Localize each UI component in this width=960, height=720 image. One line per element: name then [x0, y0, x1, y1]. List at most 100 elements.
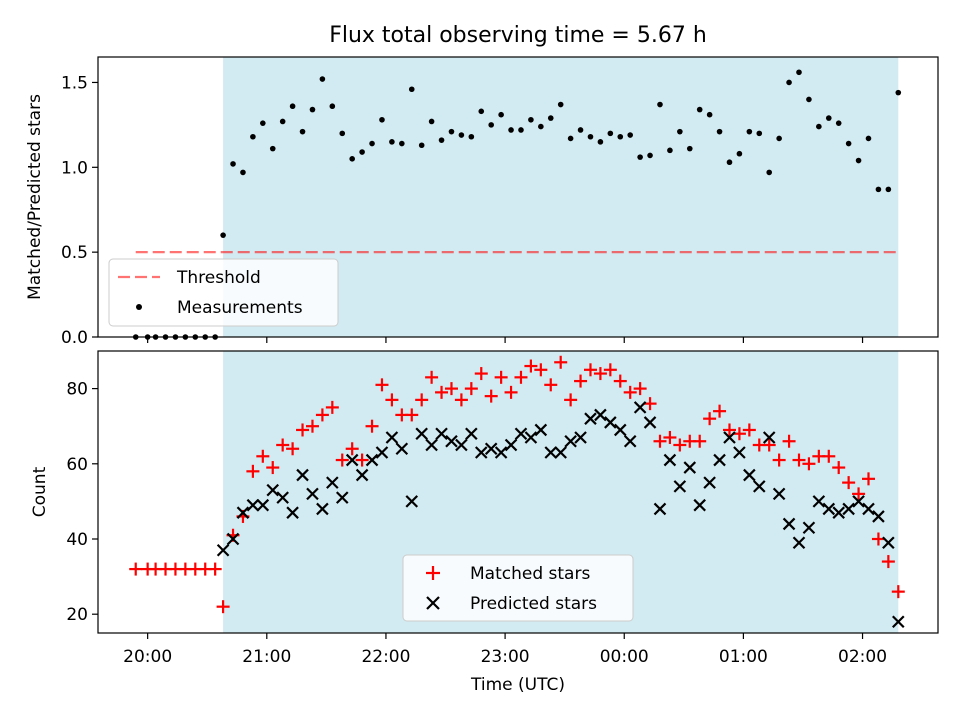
matched-star-point [742, 423, 756, 437]
predicted-star-point [246, 498, 260, 512]
predicted-star-point [435, 427, 448, 440]
predicted-star-point [514, 427, 528, 440]
top-legend: Threshold Measurements [108, 258, 339, 327]
matched-star-point [613, 374, 627, 388]
matched-star-point [673, 438, 687, 452]
predicted-star-point [335, 491, 349, 504]
measurement-point [567, 135, 574, 142]
measurement-point [845, 140, 852, 147]
measurement-point [806, 96, 812, 103]
measurement-point [319, 76, 326, 82]
measurement-point [428, 118, 435, 125]
measurement-point [706, 111, 713, 118]
matched-star-point [782, 434, 796, 448]
matched-star-point [544, 378, 558, 392]
measurement-point [726, 159, 733, 166]
matched-star-point [534, 363, 548, 377]
measurement-point [279, 118, 286, 125]
bottom-axes-frame [97, 350, 939, 634]
matched-star-point [435, 385, 449, 399]
matched-star-point [405, 408, 419, 422]
legend-measurements-label: Measurements [177, 298, 303, 318]
predicted-star-point [385, 431, 399, 444]
matched-star-point [365, 419, 379, 433]
matched-star-point [325, 400, 339, 414]
measurement-point [637, 154, 643, 160]
measurement-point [627, 132, 633, 138]
measurement-point [746, 128, 753, 135]
predicted-star-point [564, 434, 577, 448]
matched-star-point [514, 370, 528, 384]
measurement-point [418, 142, 425, 149]
measurement-point [438, 137, 445, 143]
predicted-star-point [673, 480, 687, 493]
matched-star-point [832, 461, 846, 475]
predicted-star-point [415, 427, 428, 440]
measurement-point [518, 127, 524, 133]
matched-star-point [802, 457, 816, 471]
matched-star-point [633, 382, 647, 396]
measurement-point [657, 101, 663, 108]
matched-star-point [554, 355, 568, 369]
measurement-point [587, 133, 594, 140]
measurement-point [399, 140, 405, 147]
predicted-star-point [465, 427, 478, 440]
bottom-xtick-label: 23:00 [481, 647, 530, 667]
matched-star-point [564, 393, 578, 407]
top-ylabel: Matched/Predicted stars [25, 94, 45, 300]
predicted-star-point [266, 483, 280, 497]
matched-star-point [256, 449, 270, 463]
measurement-point [269, 145, 276, 152]
matched-star-point [822, 449, 836, 463]
measurement-point [299, 128, 306, 135]
matched-star-point [444, 382, 458, 396]
top-ytick-label: 0.5 [61, 243, 88, 263]
bottom-xtick-label: 20:00 [123, 647, 172, 667]
matched-star-point [494, 370, 508, 384]
measurement-point [617, 133, 624, 140]
predicted-star-point [604, 416, 617, 429]
matched-star-point [454, 393, 468, 407]
predicted-star-point [256, 498, 270, 512]
matched-star-point [425, 370, 439, 384]
measurement-point [528, 116, 534, 123]
predicted-star-point [852, 495, 865, 508]
predicted-star-point [316, 502, 329, 516]
predicted-star-point [425, 438, 438, 452]
bottom-ytick-label: 40 [66, 530, 88, 550]
predicted-star-point [405, 495, 419, 508]
matched-star-point [593, 367, 607, 381]
predicted-star-point [613, 423, 627, 437]
predicted-star-point [306, 487, 319, 501]
matched-star-point [266, 461, 280, 475]
predicted-star-point [494, 446, 508, 459]
matched-star-point [861, 472, 875, 486]
bottom-panel: 20 40 60 80 20:00 21:00 22:00 23:00 00:00 01:00 02… [30, 350, 939, 695]
predicted-star-point [455, 438, 468, 452]
predicted-star-point [474, 446, 488, 459]
matched-star-point [216, 600, 230, 614]
figure-title: Flux total observing time = 5.67 h [329, 23, 707, 48]
measurement-point [597, 139, 604, 145]
predicted-star-point [782, 517, 796, 531]
predicted-star-point [445, 434, 458, 448]
matched-star-point [583, 363, 597, 377]
measurement-point [220, 232, 226, 238]
matched-star-point [464, 382, 478, 396]
bottom-legend: Matched stars Predicted stars [402, 554, 634, 622]
measurement-point [488, 122, 494, 128]
predicted-star-point [544, 446, 558, 459]
measurement-point [577, 127, 584, 133]
predicted-star-point [842, 502, 855, 516]
matched-star-point [574, 374, 588, 388]
predicted-star-point [296, 468, 309, 482]
predicted-star-point [554, 446, 567, 459]
legend-measurements-swatch [136, 304, 142, 310]
matched-star-point [623, 385, 637, 399]
matched-star-point [129, 562, 143, 576]
predicted-star-point [286, 506, 299, 519]
measurement-point [448, 128, 455, 135]
bottom-xtick-label: 02:00 [838, 647, 887, 667]
measurement-point [756, 130, 763, 137]
bottom-ylabel: Count [30, 466, 50, 517]
